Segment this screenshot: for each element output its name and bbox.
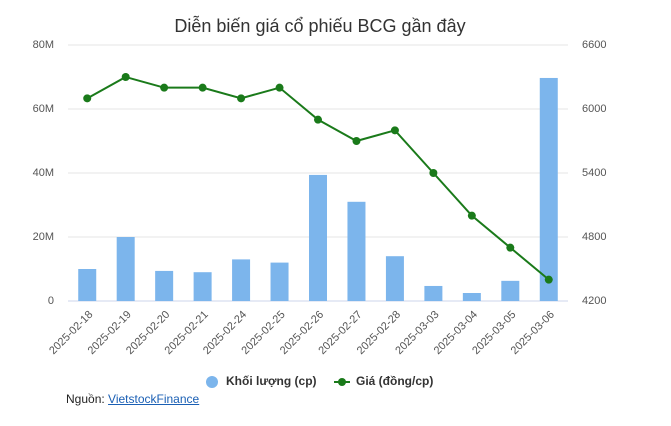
y2-tick-label: 4800 <box>582 231 606 243</box>
y-tick-label: 80M <box>33 39 54 51</box>
y2-tick-label: 6600 <box>582 39 606 51</box>
source: Nguồn: VietstockFinance <box>66 392 199 406</box>
bar <box>116 237 135 301</box>
legend-label: Khối lượng (cp) <box>226 374 317 388</box>
legend-symbol <box>206 376 218 388</box>
line-point <box>121 73 130 81</box>
line-point <box>467 211 476 220</box>
y2-tick-label: 6000 <box>582 103 606 115</box>
bar <box>347 201 366 301</box>
y2-tick-label: 5400 <box>582 167 606 179</box>
legend-label: Giá (đồng/cp) <box>356 374 433 388</box>
bar <box>270 262 289 301</box>
bar <box>539 77 558 302</box>
line-point <box>160 83 169 92</box>
bar <box>309 174 327 301</box>
bar <box>78 269 97 301</box>
y2-tick-label: 4200 <box>582 295 606 307</box>
chart-title: Diễn biến giá cổ phiếu BCG gần đây <box>174 15 465 36</box>
y-tick-label: 60M <box>33 103 54 115</box>
legend-symbol <box>338 378 346 386</box>
source-label: Nguồn: <box>66 392 105 406</box>
y-tick-label: 20M <box>33 231 54 243</box>
bar <box>501 280 520 301</box>
bar <box>232 259 251 301</box>
line-point <box>198 83 207 92</box>
line-point <box>275 83 284 92</box>
source-link[interactable]: VietstockFinance <box>108 392 200 406</box>
bar <box>193 272 212 301</box>
line-point <box>506 243 515 252</box>
line-point <box>314 115 322 124</box>
line-point <box>237 94 246 103</box>
line-point <box>352 137 361 145</box>
bar <box>424 285 443 301</box>
bar <box>385 256 404 301</box>
bar <box>462 293 481 301</box>
y-tick-label: 0 <box>48 295 54 307</box>
line-point <box>544 275 553 284</box>
line-point <box>83 94 92 103</box>
y-tick-label: 40M <box>33 167 54 179</box>
line-point <box>390 126 399 135</box>
line-point <box>429 169 438 177</box>
bar <box>155 270 174 301</box>
